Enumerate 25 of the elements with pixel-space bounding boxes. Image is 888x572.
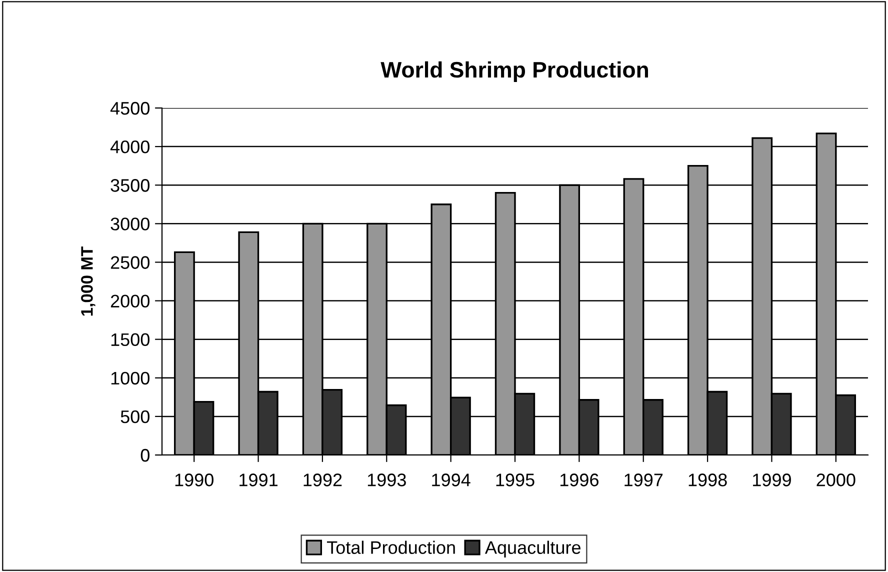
x-tick-label: 1994 [432, 474, 470, 486]
x-tick-label: 1999 [753, 474, 791, 486]
y-tick-label: 2000 [110, 294, 150, 308]
y-tick-label: 3000 [110, 218, 150, 230]
x-tick-label: 1992 [304, 474, 342, 486]
x-tick-label: 1995 [496, 474, 534, 486]
y-tick-label: 0 [140, 448, 150, 462]
y-tick-label: 2500 [110, 256, 150, 269]
chart-title: World Shrimp Production [380, 61, 648, 82]
x-tick-label: 1993 [368, 474, 406, 486]
y-tick-label: 3500 [110, 179, 150, 192]
y-axis-title: 1,000 MT [81, 246, 96, 316]
y-tick-label: 1500 [111, 333, 150, 346]
y-tick-label: 4500 [110, 102, 150, 115]
y-tick-label: 4000 [110, 140, 150, 154]
legend-label: Total Production [326, 540, 455, 554]
y-tick-label: 1000 [111, 372, 150, 385]
legend-label: Aquaculture [484, 540, 580, 558]
x-tick-label: 1998 [688, 474, 727, 486]
x-tick-label: 1997 [624, 474, 663, 486]
x-tick-label: 1996 [560, 474, 598, 486]
y-tick-label: 500 [120, 410, 150, 424]
x-tick-label: 1990 [175, 474, 214, 486]
x-tick-label: 1991 [240, 474, 278, 486]
x-tick-label: 2000 [816, 474, 856, 486]
